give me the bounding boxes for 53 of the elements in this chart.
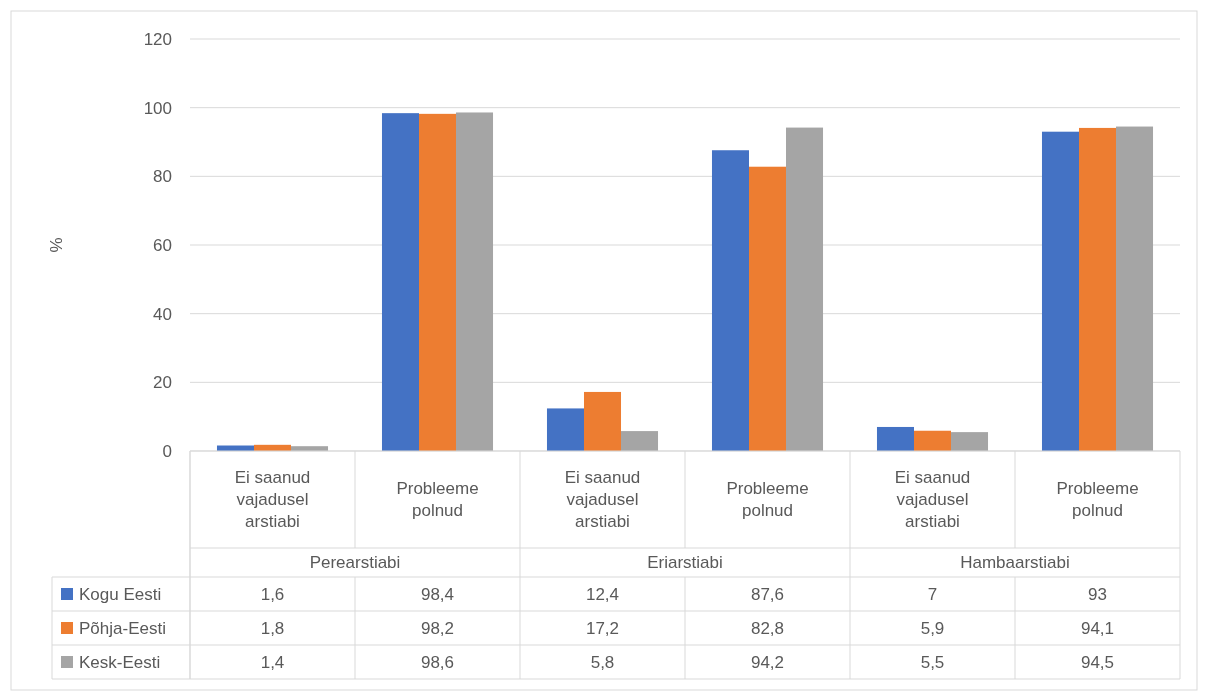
data-label: 93: [1088, 584, 1107, 604]
data-label: 7: [927, 584, 938, 604]
text: Hambaarstiabi: [960, 553, 1070, 573]
legend-label: Kesk-Eesti: [79, 652, 161, 672]
data-label: 1,6: [260, 584, 285, 604]
bar: [1078, 127, 1117, 451]
y-tick-label: 0: [162, 441, 172, 461]
data-label: 98,4: [420, 584, 455, 604]
x-tick-label: Probleeme polnud: [1056, 479, 1139, 521]
data-label: 98,6: [420, 652, 455, 672]
bar: [418, 113, 457, 451]
bar: [711, 150, 749, 451]
data-label: 5,5: [920, 652, 945, 672]
x-tick-label: Probleeme polnud: [396, 479, 479, 521]
x-tick-label: Ei saanud vajadusel arstiabi: [564, 468, 641, 532]
data-label: 12,4: [585, 584, 620, 604]
bar: [546, 408, 584, 451]
legend-label: Põhja-Eesti: [79, 618, 166, 638]
y-tick-label: 40: [153, 304, 172, 324]
y-axis-title: %: [47, 237, 66, 253]
bar: [1041, 131, 1079, 451]
data-label: 17,2: [585, 618, 620, 638]
bar: [786, 127, 824, 451]
bar: [913, 430, 952, 451]
y-tick-label: 100: [143, 98, 172, 118]
data-label: 94,5: [1080, 652, 1115, 672]
y-tick-label: 120: [143, 29, 172, 49]
bar: [456, 112, 494, 451]
data-label: 87,6: [750, 584, 785, 604]
data-label: 98,2: [420, 618, 455, 638]
data-label: 82,8: [750, 618, 785, 638]
text: Perearstiabi: [309, 553, 401, 573]
x-tick-label: Probleeme polnud: [726, 479, 809, 521]
bar: [876, 426, 914, 451]
text: Eriarstiabi: [647, 553, 723, 573]
bar: [951, 432, 989, 451]
data-label: 94,1: [1080, 618, 1115, 638]
data-label: 5,8: [590, 652, 615, 672]
x-tick-label: Ei saanud vajadusel arstiabi: [894, 468, 971, 532]
bar: [381, 113, 419, 451]
data-label: 5,9: [920, 618, 945, 638]
bar: [583, 391, 622, 451]
bar: [621, 431, 659, 451]
y-tick-label: 20: [153, 373, 172, 393]
bar: [748, 166, 787, 451]
data-label: 1,4: [260, 652, 285, 672]
legend-label: Kogu Eesti: [79, 584, 162, 604]
y-tick-label: 60: [153, 235, 172, 255]
data-label: 1,8: [260, 618, 285, 638]
y-tick-label: 80: [153, 167, 172, 187]
data-label: 94,2: [750, 652, 785, 672]
bar: [1116, 126, 1154, 451]
x-tick-label: Ei saanud vajadusel arstiabi: [234, 468, 311, 532]
